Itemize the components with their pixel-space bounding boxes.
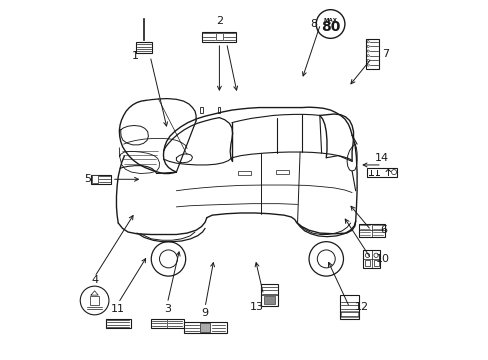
FancyBboxPatch shape [366,168,396,177]
FancyBboxPatch shape [365,39,379,69]
FancyBboxPatch shape [341,311,357,317]
FancyBboxPatch shape [261,284,278,306]
Text: 5: 5 [84,174,91,184]
Text: 12: 12 [354,302,368,312]
FancyBboxPatch shape [183,322,226,333]
FancyBboxPatch shape [275,170,288,174]
FancyBboxPatch shape [216,33,222,40]
FancyBboxPatch shape [91,175,111,184]
Text: 8: 8 [310,19,317,29]
FancyBboxPatch shape [358,224,384,237]
FancyBboxPatch shape [200,107,202,113]
FancyBboxPatch shape [105,319,131,328]
FancyBboxPatch shape [92,175,98,183]
FancyBboxPatch shape [202,32,236,41]
FancyBboxPatch shape [218,107,220,113]
FancyBboxPatch shape [238,171,250,175]
FancyBboxPatch shape [136,42,152,53]
FancyBboxPatch shape [264,296,274,304]
FancyBboxPatch shape [199,323,210,332]
FancyBboxPatch shape [373,260,378,266]
Text: 11: 11 [111,304,125,314]
Text: 4: 4 [91,275,98,285]
Text: 2: 2 [215,17,223,27]
Text: 14: 14 [374,153,388,163]
Text: 10: 10 [375,254,389,264]
Text: 6: 6 [379,225,386,235]
Text: 7: 7 [381,49,388,59]
Text: MAX: MAX [323,18,337,23]
FancyBboxPatch shape [151,319,183,328]
Text: 13: 13 [249,302,264,312]
Text: 9: 9 [201,308,208,318]
FancyBboxPatch shape [364,260,369,266]
Text: 3: 3 [163,304,170,314]
FancyBboxPatch shape [339,295,359,319]
FancyBboxPatch shape [363,250,380,267]
Text: 80: 80 [320,20,340,34]
FancyBboxPatch shape [90,296,99,305]
Text: 1: 1 [131,51,138,61]
